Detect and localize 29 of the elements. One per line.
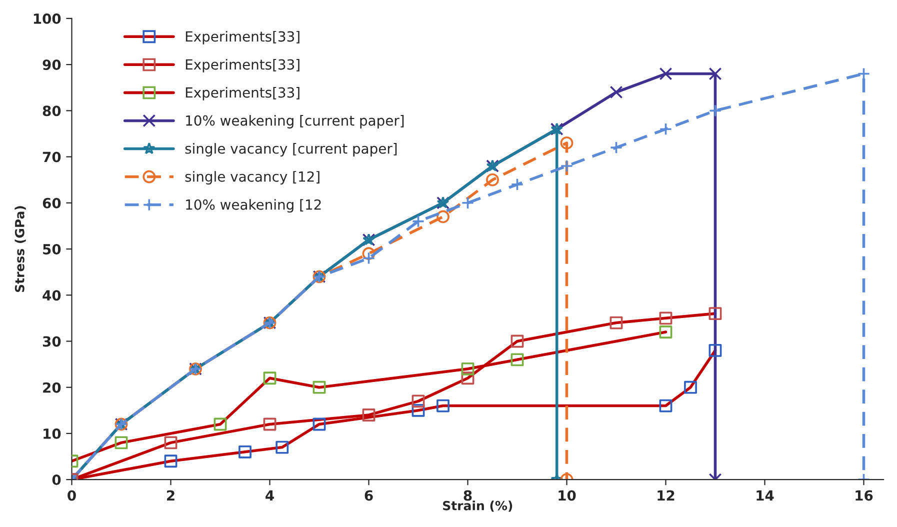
x-tick-label: 12 [658,490,674,501]
x-tick-label: 10 [558,490,576,501]
x-tick-label: 14 [756,490,774,501]
y-tick-label: 100 [34,13,61,24]
y-tick-label: 90 [42,60,61,70]
y-tick-label: 80 [42,106,61,116]
y-axis-title: Stress (GPa) [14,206,26,292]
legend-label: Experiments[33] [186,30,300,44]
legend-label: Experiments[33] [186,58,300,72]
y-tick-label: 40 [42,290,61,301]
x-tick-label: 2 [167,490,174,501]
x-tick-label: 6 [364,490,373,501]
x-axis-title: Strain (%) [443,500,512,512]
y-tick-label: 0 [52,474,61,486]
y-tick-label: 20 [43,382,61,393]
legend-label: Experiments[33] [186,86,300,100]
x-tick-label: 0 [68,490,76,501]
x-tick-label: 8 [464,490,472,501]
x-tick-label: 16 [856,490,873,501]
y-tick-label: 30 [42,336,61,347]
legend-label: 10% weakening [current paper] [186,115,404,128]
legend-label: 10% weakening [12 [186,199,321,213]
y-tick-label: 60 [42,198,61,208]
legend-label: single vacancy [current paper] [185,143,397,156]
y-tick-label: 10 [44,428,61,439]
x-tick-label: 4 [266,490,274,501]
y-tick-label: 70 [42,152,61,162]
legend-label: single vacancy [12] [185,171,320,185]
y-tick-label: 50 [43,244,61,254]
